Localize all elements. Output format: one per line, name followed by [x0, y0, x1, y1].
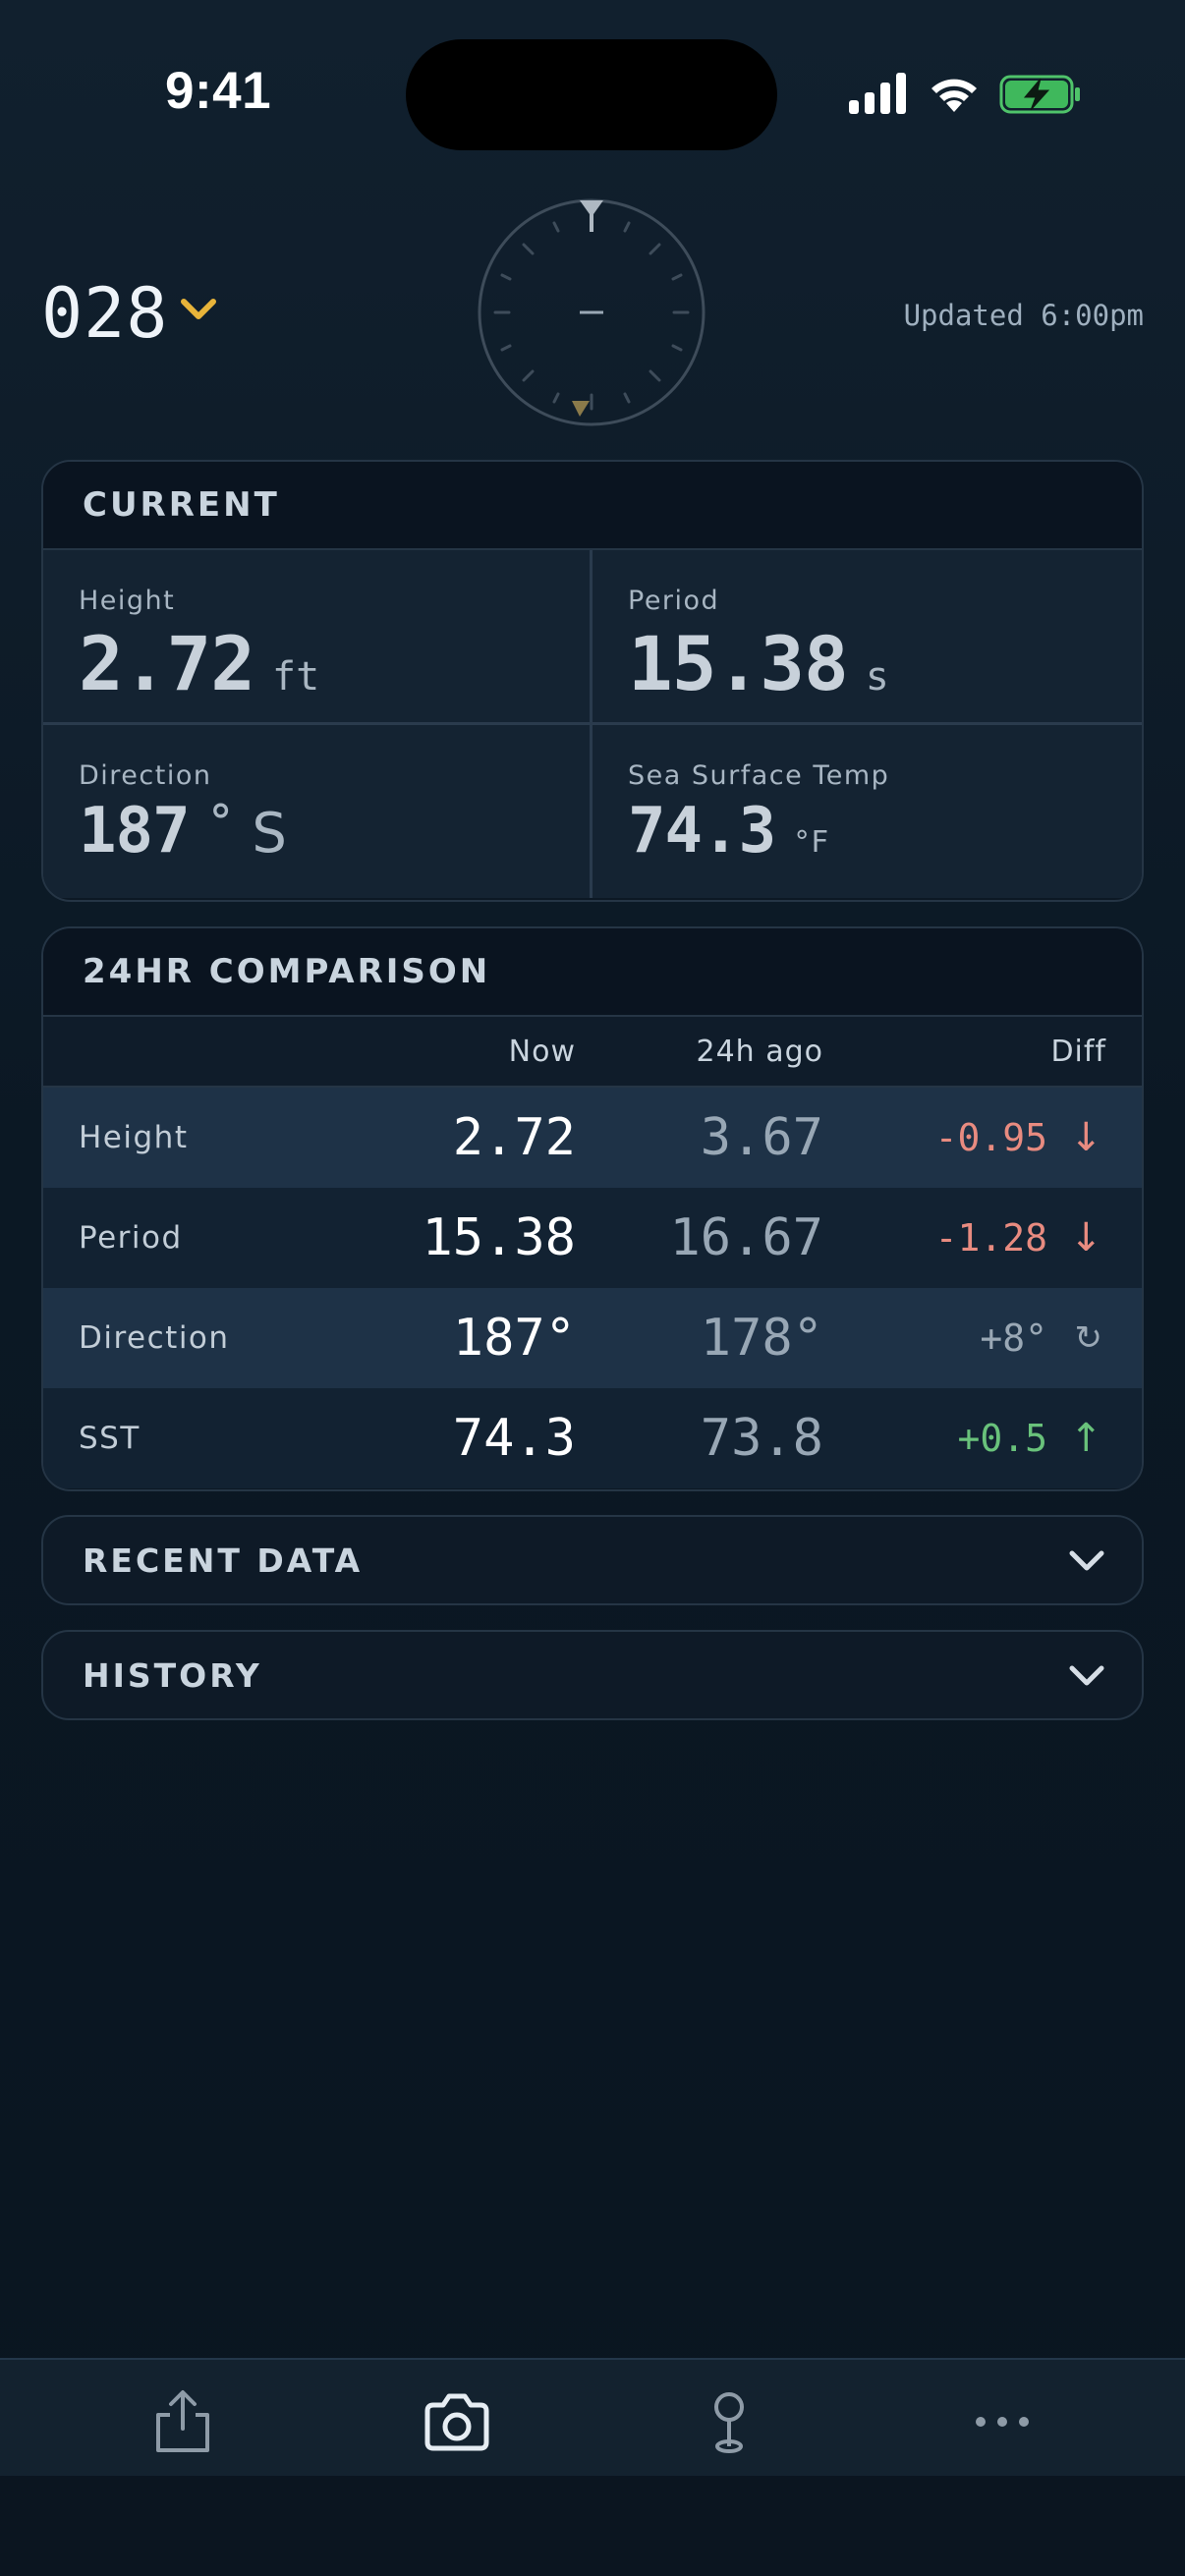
height-unit: ft [272, 654, 320, 700]
period-cell: Period 15.38 s [592, 550, 1142, 725]
table-row: Direction 187° 178° +8° ↻ [43, 1288, 1142, 1388]
signal-icon [849, 73, 906, 114]
col-now: Now [508, 1034, 576, 1069]
recent-data-section[interactable]: RECENT DATA [41, 1515, 1144, 1605]
history-title: HISTORY [83, 1655, 262, 1695]
home-indicator-area [0, 2476, 1185, 2576]
arrow-up-icon: ↑ [1069, 1416, 1102, 1461]
height-cell: Height 2.72 ft [43, 550, 592, 725]
table-row: Height 2.72 3.67 -0.95 ↓ [43, 1088, 1142, 1188]
comparison-header-row: Now 24h ago Diff [43, 1017, 1142, 1088]
chevron-down-icon[interactable] [179, 297, 218, 322]
battery-charging-icon [999, 75, 1080, 114]
height-label: Height [79, 586, 176, 616]
col-24h-ago: 24h ago [696, 1034, 823, 1069]
period-label: Period [628, 586, 720, 616]
row-ago: 178° [700, 1309, 823, 1368]
rotate-icon: ↻ [1074, 1318, 1103, 1358]
status-time: 9:41 [165, 62, 272, 120]
dynamic-island [406, 39, 777, 150]
wifi-icon [931, 79, 977, 112]
chevron-down-icon[interactable] [1067, 1544, 1106, 1578]
recent-data-title: RECENT DATA [83, 1540, 364, 1580]
sst-label: Sea Surface Temp [628, 760, 890, 791]
row-now: 15.38 [422, 1208, 576, 1267]
bottom-tab-bar [0, 2358, 1185, 2476]
current-card: CURRENT Height 2.72 ft Period 15.38 s Di… [41, 460, 1144, 902]
col-diff: Diff [1050, 1034, 1106, 1069]
direction-value: 187 [79, 795, 191, 868]
direction-label: Direction [79, 760, 212, 791]
direction-cell: Direction 187 ˚ S [43, 725, 592, 898]
sst-cell: Sea Surface Temp 74.3 °F [592, 725, 1142, 898]
row-diff: +0.5 [957, 1417, 1047, 1460]
comparison-title: 24HR COMPARISON [43, 928, 1142, 1017]
height-value: 2.72 [79, 620, 255, 707]
row-ago: 3.67 [700, 1108, 823, 1167]
share-icon[interactable] [148, 2387, 217, 2456]
row-label: Height [79, 1120, 189, 1155]
chevron-down-icon[interactable] [1067, 1659, 1106, 1693]
updated-time: Updated 6:00pm [903, 299, 1144, 332]
sst-unit: °F [793, 825, 829, 860]
period-unit: s [865, 654, 889, 700]
table-row: SST 74.3 73.8 +0.5 ↑ [43, 1388, 1142, 1488]
comparison-card: 24HR COMPARISON Now 24h ago Diff Height … [41, 926, 1144, 1491]
sst-value: 74.3 [628, 795, 776, 868]
direction-unit: ˚ S [206, 802, 287, 866]
row-label: SST [79, 1421, 141, 1456]
row-now: 74.3 [452, 1409, 576, 1468]
row-now: 187° [452, 1309, 576, 1368]
table-row: Period 15.38 16.67 -1.28 ↓ [43, 1188, 1142, 1288]
row-diff: +8° [980, 1316, 1047, 1360]
arrow-down-icon: ↓ [1069, 1115, 1102, 1160]
station-id[interactable]: 028 [41, 273, 169, 354]
compass-icon [478, 198, 705, 426]
row-now: 2.72 [452, 1108, 576, 1167]
row-label: Direction [79, 1320, 230, 1356]
arrow-down-icon: ↓ [1069, 1215, 1102, 1260]
current-title: CURRENT [43, 462, 1142, 550]
row-ago: 73.8 [700, 1409, 823, 1468]
camera-icon[interactable] [422, 2387, 492, 2456]
row-label: Period [79, 1220, 183, 1256]
row-diff: -0.95 [934, 1116, 1047, 1159]
map-pin-icon[interactable] [695, 2387, 763, 2456]
row-diff: -1.28 [934, 1216, 1047, 1260]
period-value: 15.38 [628, 620, 849, 707]
row-ago: 16.67 [669, 1208, 823, 1267]
more-icon[interactable] [968, 2387, 1037, 2456]
history-section[interactable]: HISTORY [41, 1630, 1144, 1720]
